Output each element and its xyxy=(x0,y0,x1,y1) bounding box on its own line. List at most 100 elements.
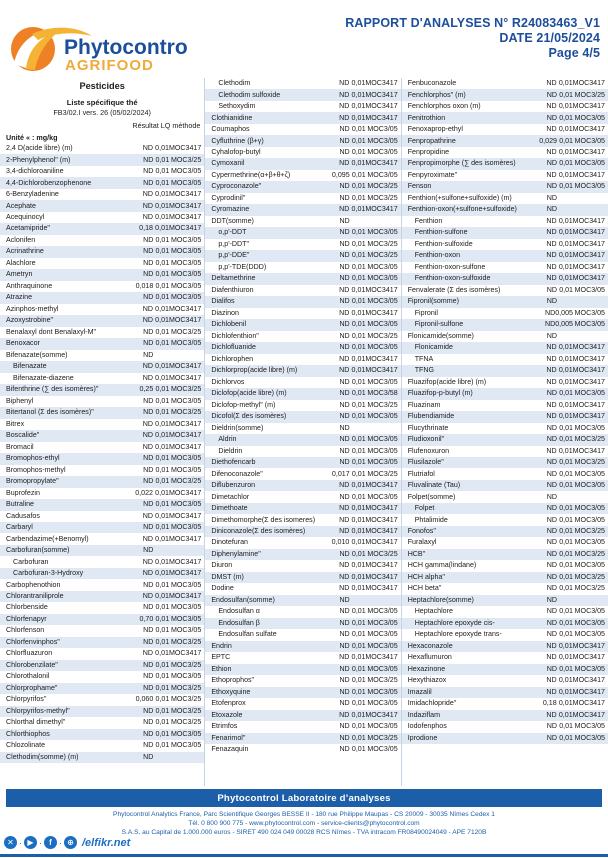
analyte-row: Phtalimide ND 0,01 MOC3/05 xyxy=(402,514,608,525)
analyte-lq: 0,01 xyxy=(559,722,573,731)
analyte-row: Flubendiamide ND 0,01MOC3417 xyxy=(401,411,608,423)
analyte-lq: 0,01 xyxy=(558,262,573,271)
analyte-row: Dinotefuran 0,010 0,01MOC3417 xyxy=(205,537,400,548)
analyte-result: ND xyxy=(339,125,350,134)
analyte-lq: 0,01 xyxy=(155,729,170,738)
analyte-method: MOC3/25 xyxy=(170,695,202,704)
analyte-lq: 0,01 xyxy=(155,235,170,244)
analyte-result: ND xyxy=(339,492,350,501)
analyte-values: 0,022 0,01MOC3417 xyxy=(134,489,201,498)
analyte-name: Bromophos-ethyl xyxy=(6,454,60,463)
globe-icon[interactable]: ⊕ xyxy=(64,836,77,849)
analyte-row: p,p'-DDE" ND 0,01 MOC3/25 xyxy=(205,250,401,262)
analyte-row: Aclonifen ND 0,01 MOC3/05 xyxy=(0,235,204,246)
x-twitter-icon[interactable]: ✕ xyxy=(4,836,17,849)
analyte-values: ND 0,01 MOC3/05 xyxy=(134,167,201,176)
analyte-lq: 0,01 xyxy=(351,538,366,547)
analyte-values: ND 0,01 MOC3/05 xyxy=(538,734,605,743)
analyte-values: ND 0,01 MOC3/05 xyxy=(331,148,397,157)
analyte-lq: 0,01 xyxy=(351,526,366,535)
youtube-icon[interactable]: ▶ xyxy=(24,836,37,849)
analyte-values: ND 0,01MOC3417 xyxy=(330,355,398,364)
analyte-method: MOC3417 xyxy=(168,201,202,210)
analyte-result: ND xyxy=(339,297,350,306)
analyte-method: MOC3/05 xyxy=(367,320,398,329)
analyte-lq: 0,01 xyxy=(559,572,573,581)
analyte-row: Diazinon ND 0,01MOC3417 xyxy=(205,308,400,319)
analyte-result: ND xyxy=(339,308,350,317)
analyte-row: Fludioxonil" ND 0,01 MOC3/25 xyxy=(401,434,608,446)
analyte-values: ND 0,01 MOC3/05 xyxy=(134,270,201,279)
analyte-method: MOC3417 xyxy=(572,170,605,179)
analyte-values: ND 0,01 MOC3/05 xyxy=(331,263,397,272)
analyte-result: ND xyxy=(339,572,350,581)
footer-legal: S.A.S. au Capital de 1.000.000 euros - S… xyxy=(121,829,487,837)
analyte-lq: 0,01 xyxy=(351,664,366,673)
analyte-values: ND 0,01MOC3417 xyxy=(538,676,605,685)
social-handle[interactable]: /elfikr.net xyxy=(82,836,131,849)
analyte-row: Hexythiazox ND 0,01MOC3417 xyxy=(402,675,608,686)
analyte-lq: 0,01 xyxy=(351,710,366,719)
analyte-result: ND xyxy=(546,572,557,581)
analyte-result: ND xyxy=(143,729,154,738)
analyte-method: MOC3/05 xyxy=(367,228,398,237)
analyte-method: MOC3417 xyxy=(168,373,202,382)
analyte-name: Bifenthrine (∑ des isomères)" xyxy=(6,385,99,394)
analyte-row: Dieldrin(somme) ND xyxy=(205,423,400,434)
analyte-method: MOC3417 xyxy=(168,591,202,600)
analyte-method: MOC3417 xyxy=(572,699,605,708)
analyte-method: MOC3/05 xyxy=(367,687,398,696)
analyte-values: ND 0,01 MOC3/05 xyxy=(331,137,397,146)
analyte-name: Ethion xyxy=(211,664,232,673)
analyte-values: ND 0,01MOC3417 xyxy=(330,481,398,490)
analyte-row: Bromacil ND 0,01MOC3417 xyxy=(0,442,204,453)
analyte-method: MOC3/05 xyxy=(170,167,202,176)
analyte-method: MOC3417 xyxy=(168,316,202,325)
analyte-result: ND xyxy=(546,412,557,421)
analyte-values: ND 0,01MOC3417 xyxy=(134,362,202,371)
analyte-lq: 0,01 xyxy=(155,190,169,199)
analyte-method: MOC3/25 xyxy=(367,193,398,202)
analyte-row: Dimethoate ND 0,01MOC3417 xyxy=(205,502,401,515)
facebook-icon[interactable]: f xyxy=(44,836,57,849)
analyte-result: ND xyxy=(143,683,154,692)
analyte-result: ND xyxy=(546,423,557,432)
analyte-result: ND xyxy=(544,320,556,329)
analyte-row: Fenthion-oxon-sulfoxide ND 0,01MOC3417 xyxy=(401,273,608,285)
social-links[interactable]: ✕ · ▶ · f · ⊕/elfikr.net xyxy=(4,836,130,849)
analyte-lq: 0,01 xyxy=(155,477,170,486)
analyte-values: ND 0,01MOC3417 xyxy=(538,711,605,720)
analyte-name: Furalaxyl xyxy=(407,538,437,547)
analyte-method: MOC3417 xyxy=(365,102,398,111)
analyte-lq: 0,01 xyxy=(351,699,366,708)
analyte-method: MOC3/05 xyxy=(367,446,398,455)
analyte-name: Clethodim sulfoxide xyxy=(218,90,281,99)
analyte-lq: 0,01 xyxy=(351,745,366,754)
analyte-name: Anthraquinone xyxy=(6,281,53,290)
analyte-lq: 0,01 xyxy=(351,366,366,375)
analyte-values: ND 0,01 MOC3/05 xyxy=(331,664,397,674)
page-header: Phytocontrol AGRIFOOD RAPPORT D'ANALYSES… xyxy=(0,0,608,78)
analyte-method: MOC3/25 xyxy=(170,718,202,727)
analyte-result: ND xyxy=(339,618,350,627)
analyte-method: MOC3417 xyxy=(168,511,202,520)
analyte-method: MOC3/25 xyxy=(367,400,398,409)
analyte-method: MOC3/25 xyxy=(367,676,398,685)
analyte-row: Fenbuconazole ND 0,01MOC3417 xyxy=(402,78,608,89)
analyte-values: ND 0,01MOC3417 xyxy=(538,228,605,237)
analyte-row: Cyfluthrine (β+γ) ND 0,01 MOC3/05 xyxy=(205,135,401,147)
analyte-result: ND xyxy=(339,389,350,398)
analyte-row: Heptachlore epoxyde trans- ND 0,01 MOC3/05 xyxy=(402,629,608,640)
analyte-name: Chlorthiophos xyxy=(6,729,50,738)
analyte-lq: 0,01 xyxy=(558,102,573,111)
analyte-row: Dimethomorphe(Σ des isomeres) ND 0,01MOC34… xyxy=(205,514,400,525)
analyte-result: ND xyxy=(546,148,557,156)
analyte-name: Dichlorprop(acide libre) (m) xyxy=(211,366,298,375)
analyte-values: ND 0,01MOC3417 xyxy=(330,366,398,375)
analyte-result: ND xyxy=(546,216,557,225)
analyte-name: Cyhalofop-butyl xyxy=(211,148,261,156)
analyte-method: MOC3417 xyxy=(168,569,202,578)
separator-dot: · xyxy=(39,837,42,848)
analyte-lq: 0,01 xyxy=(351,469,366,478)
analyte-name: Endosulfan β xyxy=(218,618,260,627)
